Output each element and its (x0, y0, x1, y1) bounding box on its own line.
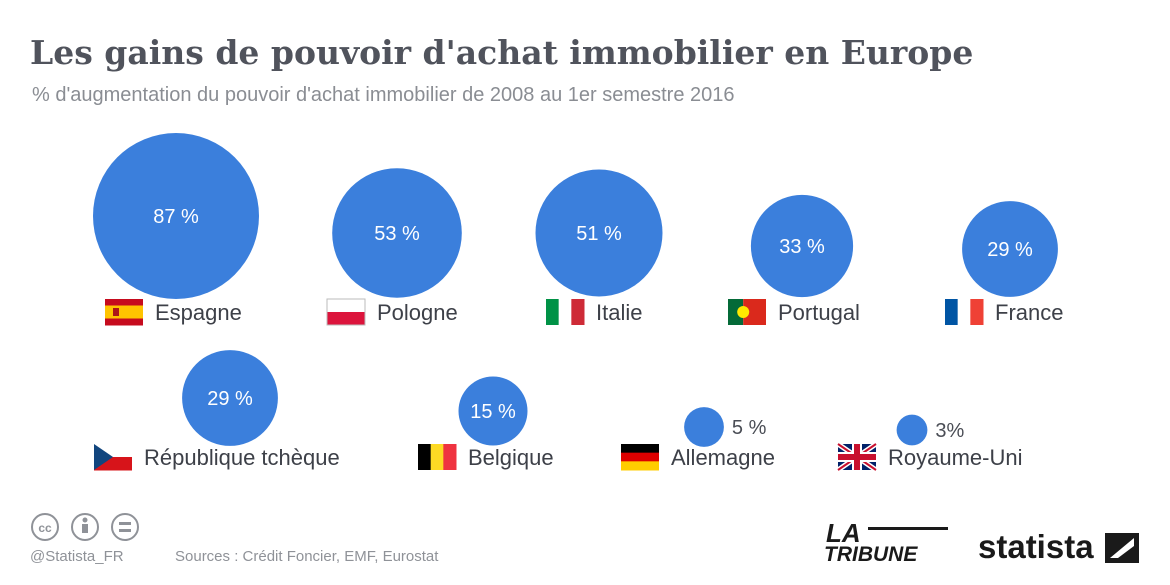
country-label: Portugal (778, 300, 860, 325)
flag-pt-icon (728, 299, 766, 325)
chart-title: Les gains de pouvoir d'achat immobilier … (30, 33, 973, 72)
value-label: 15 % (470, 401, 516, 423)
bubble-item: 15 % Belgique (418, 376, 554, 470)
no-derivatives-icon (111, 513, 139, 541)
svg-text:statista: statista (978, 528, 1094, 565)
country-label: Pologne (377, 300, 458, 325)
bubble-mark (535, 169, 663, 297)
value-label: 33 % (779, 236, 825, 258)
bubble-mark (182, 350, 278, 446)
value-label: 5 % (732, 417, 767, 439)
bubble-item: 51 % Italie (535, 169, 663, 325)
bubble-mark (684, 407, 724, 447)
value-label: 53 % (374, 223, 420, 245)
bubble-mark (458, 376, 528, 446)
statista-mark-icon (1105, 533, 1139, 563)
country-label: Italie (596, 300, 642, 325)
bubble-mark (750, 194, 854, 298)
value-label: 29 % (987, 239, 1033, 261)
bubble-item: 3% Royaume-Uni (836, 414, 1023, 473)
bubbles-group: 87 % Espagne 53 % Pologne 51 % Italie 33 % Port… (93, 133, 1063, 473)
license-icons: cc (31, 513, 139, 541)
cc-icon: cc (31, 513, 59, 541)
flag-gb-icon (836, 441, 878, 473)
flag-de-icon (621, 444, 659, 471)
value-label: 3% (935, 420, 964, 442)
bubble-mark (332, 168, 462, 298)
bubble-mark (962, 201, 1058, 297)
la-tribune-logo: LA TRIBUNE (824, 518, 948, 566)
value-label: 29 % (207, 388, 253, 410)
statista-logo: statista (978, 528, 1139, 565)
svg-text:LA: LA (826, 518, 861, 548)
bubble-item: 33 % Portugal (728, 194, 860, 325)
svg-text:cc: cc (38, 521, 52, 535)
bubble-item: 87 % Espagne (93, 133, 259, 326)
country-label: Espagne (155, 300, 242, 325)
attribution-icon (71, 513, 99, 541)
flag-cz-icon (94, 444, 132, 471)
flag-be-icon (418, 444, 457, 470)
country-label: République tchèque (144, 445, 340, 470)
country-label: Belgique (468, 445, 554, 470)
value-label: 87 % (153, 206, 199, 228)
bubble-item: 5 % Allemagne (621, 407, 775, 471)
country-label: Allemagne (671, 445, 775, 470)
bubble-item: 29 % France (945, 201, 1063, 325)
bubble-item: 53 % Pologne (326, 168, 462, 326)
statista-handle: @Statista_FR (30, 548, 124, 565)
flag-pl-icon (326, 298, 366, 326)
value-label: 51 % (576, 223, 622, 245)
bubble-mark (896, 414, 928, 446)
chart-subtitle: % d'augmentation du pouvoir d'achat immo… (32, 84, 735, 106)
country-label: Royaume-Uni (888, 445, 1023, 470)
flag-it-icon (546, 299, 585, 325)
flag-es-icon (105, 299, 143, 326)
country-label: France (995, 300, 1063, 325)
svg-text:TRIBUNE: TRIBUNE (824, 543, 918, 566)
sources-text: Sources : Crédit Foncier, EMF, Eurostat (175, 548, 439, 565)
bubble-mark (93, 133, 259, 299)
bubble-item: 29 % République tchèque (94, 350, 340, 471)
flag-fr-icon (945, 299, 984, 325)
